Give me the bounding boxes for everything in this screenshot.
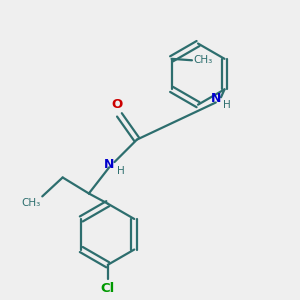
Text: N: N <box>211 92 221 105</box>
Text: H: H <box>223 100 231 110</box>
Text: CH₃: CH₃ <box>21 198 40 208</box>
Text: O: O <box>111 98 122 111</box>
Text: N: N <box>104 158 114 171</box>
Text: Cl: Cl <box>101 282 115 295</box>
Text: H: H <box>116 166 124 176</box>
Text: CH₃: CH₃ <box>194 55 213 65</box>
